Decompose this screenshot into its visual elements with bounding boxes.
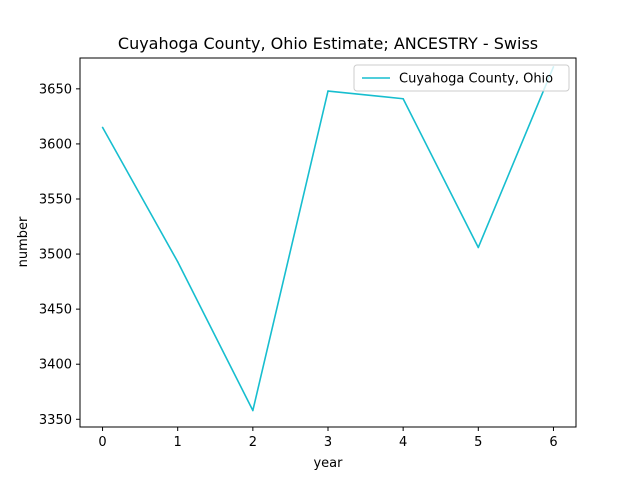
y-tick-label: 3350 [39,413,72,428]
chart-title: Cuyahoga County, Ohio Estimate; ANCESTRY… [118,34,538,53]
y-tick-label: 3450 [39,303,72,318]
x-tick-label: 1 [174,435,182,450]
axes-frame [79,57,577,428]
series-line-0 [101,66,555,412]
data-point [402,97,404,100]
legend-label: Cuyahoga County, Ohio [399,72,553,87]
x-tick-label: 4 [399,435,407,450]
x-axis-ticks: 0 1 2 3 4 5 6 [98,427,558,450]
x-tick-label: 5 [474,435,482,450]
y-axis-ticks: 3350 3400 3450 3500 3550 3600 3650 [39,82,80,428]
y-axis-label: number [16,216,31,267]
y-tick-label: 3550 [39,192,72,207]
x-tick-label: 2 [249,435,257,450]
x-tick-label: 6 [549,435,557,450]
y-tick-label: 3400 [39,358,72,373]
data-point [101,126,104,129]
y-tick-label: 3650 [39,82,72,97]
legend-box [353,64,570,92]
legend: Cuyahoga County, Ohio [353,64,570,92]
x-tick-label: 0 [98,435,106,450]
y-tick-label: 3600 [39,137,72,152]
data-point [252,409,254,412]
series-layer [101,66,555,412]
x-axis-label: year [313,456,343,471]
data-point [477,246,480,249]
x-tick-label: 3 [324,435,332,450]
y-tick-label: 3500 [39,248,72,263]
plot-area [79,57,577,428]
data-point [176,260,179,263]
data-point [327,90,329,92]
